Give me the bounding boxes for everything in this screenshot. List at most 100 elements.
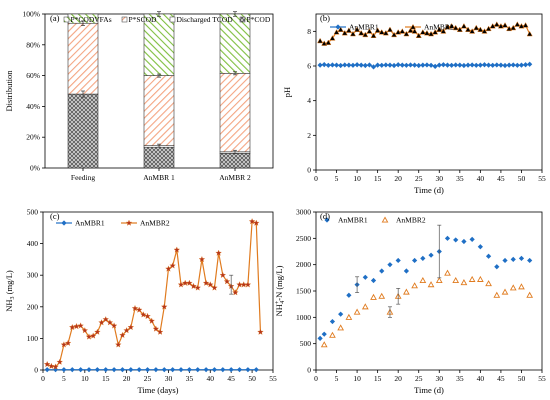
data-point bbox=[399, 28, 406, 34]
x-tick-label: 55 bbox=[269, 374, 277, 383]
legend-swatch bbox=[63, 16, 70, 23]
data-point bbox=[518, 283, 525, 290]
y-axis-label-sub: 4 bbox=[280, 301, 286, 304]
x-axis-label: Time (d) bbox=[414, 385, 444, 395]
data-point bbox=[456, 26, 463, 32]
data-point bbox=[333, 62, 340, 68]
data-point bbox=[345, 27, 352, 33]
data-point bbox=[403, 62, 409, 68]
data-point bbox=[403, 288, 410, 295]
data-point bbox=[370, 277, 377, 284]
data-point bbox=[412, 62, 418, 68]
data-point bbox=[362, 274, 368, 280]
legend-marker bbox=[381, 216, 389, 223]
data-point bbox=[403, 30, 410, 37]
data-point bbox=[165, 265, 172, 272]
data-point bbox=[494, 264, 500, 270]
data-point bbox=[43, 360, 51, 368]
y-tick-label: 100% bbox=[23, 10, 41, 19]
x-tick-label: 20 bbox=[123, 374, 131, 383]
y-tick-label: 500 bbox=[300, 339, 312, 348]
legend-swatch bbox=[239, 16, 246, 23]
data-point bbox=[506, 25, 513, 32]
data-point bbox=[123, 327, 130, 334]
plot-area bbox=[315, 13, 543, 171]
x-tick-label: 25 bbox=[415, 374, 423, 383]
data-point bbox=[366, 62, 373, 68]
data-point bbox=[518, 62, 525, 68]
legend-marker bbox=[61, 220, 67, 226]
data-point bbox=[490, 62, 496, 68]
data-point bbox=[407, 27, 414, 33]
x-tick-label: 20 bbox=[394, 374, 402, 383]
data-point bbox=[346, 292, 352, 298]
data-point bbox=[411, 282, 418, 289]
data-point bbox=[432, 29, 439, 35]
data-point bbox=[361, 303, 369, 310]
y-axis-label: Distribution bbox=[4, 70, 14, 112]
data-point bbox=[522, 22, 529, 28]
data-point bbox=[244, 281, 252, 288]
legend-swatch bbox=[121, 16, 128, 23]
bar-segment bbox=[143, 75, 175, 146]
data-point bbox=[370, 32, 377, 38]
data-point bbox=[178, 367, 184, 373]
data-point bbox=[317, 37, 324, 44]
legend-label: AnMBR1 bbox=[349, 23, 379, 32]
data-point bbox=[444, 235, 451, 241]
x-tick-label: 0 bbox=[314, 174, 318, 183]
y-tick-label: 1000 bbox=[296, 313, 311, 322]
y-tick-label: 0% bbox=[30, 164, 40, 173]
data-point bbox=[44, 367, 50, 373]
data-point bbox=[64, 339, 72, 346]
data-point bbox=[52, 363, 59, 370]
data-point bbox=[436, 26, 443, 32]
legend-label: AnMBR1 bbox=[338, 216, 368, 225]
data-point bbox=[190, 282, 197, 290]
data-point bbox=[211, 367, 218, 373]
data-point bbox=[170, 367, 176, 373]
legend: AnMBR1 AnMBR2 bbox=[330, 23, 454, 32]
y-axis-label: NH3 (mg/L) bbox=[4, 270, 16, 312]
data-point bbox=[424, 62, 430, 68]
legend-label: P*CODVFAs bbox=[71, 15, 112, 24]
data-point bbox=[427, 281, 435, 288]
data-point bbox=[228, 367, 234, 373]
data-point bbox=[81, 327, 89, 334]
data-point bbox=[78, 367, 84, 373]
data-point bbox=[140, 311, 147, 318]
data-point bbox=[156, 328, 164, 335]
y-tick-label: 3000 bbox=[296, 208, 311, 217]
bar-segment bbox=[67, 22, 99, 95]
data-point bbox=[510, 256, 516, 262]
x-tick-label: 30 bbox=[436, 174, 444, 183]
legend-label: Discharged TCOD bbox=[177, 15, 234, 24]
data-point bbox=[510, 62, 516, 68]
legend-label: AnMBR2 bbox=[424, 23, 454, 32]
data-point bbox=[236, 367, 243, 373]
data-point bbox=[403, 268, 409, 274]
data-point bbox=[477, 244, 483, 250]
data-point bbox=[440, 62, 446, 68]
series-anmbr1 bbox=[44, 367, 259, 373]
data-point bbox=[169, 262, 176, 269]
y-axis-label-main: NH bbox=[4, 299, 14, 311]
x-tick-label: 50 bbox=[248, 374, 256, 383]
data-point bbox=[476, 275, 484, 282]
y-tick-label: 60% bbox=[26, 71, 40, 80]
x-tick-label: 30 bbox=[165, 374, 173, 383]
data-point bbox=[119, 367, 126, 373]
data-point bbox=[378, 292, 386, 299]
data-point bbox=[518, 23, 525, 29]
x-tick-label: 40 bbox=[207, 374, 215, 383]
bar-segment bbox=[219, 153, 251, 169]
data-point bbox=[61, 367, 67, 373]
y-tick-label: 0 bbox=[307, 366, 311, 375]
data-point bbox=[460, 279, 468, 286]
data-point bbox=[420, 255, 426, 261]
data-point bbox=[325, 62, 331, 68]
panel-c-nh3-chart: 0 5 10 15 20 25 30 35 40 45 50 55 0 100 200 300 400 500 Ti… bbox=[4, 208, 277, 396]
legend-marker bbox=[409, 23, 417, 30]
y-tick-label: 8 bbox=[307, 27, 311, 36]
panel-c-label: (c) bbox=[50, 211, 60, 221]
